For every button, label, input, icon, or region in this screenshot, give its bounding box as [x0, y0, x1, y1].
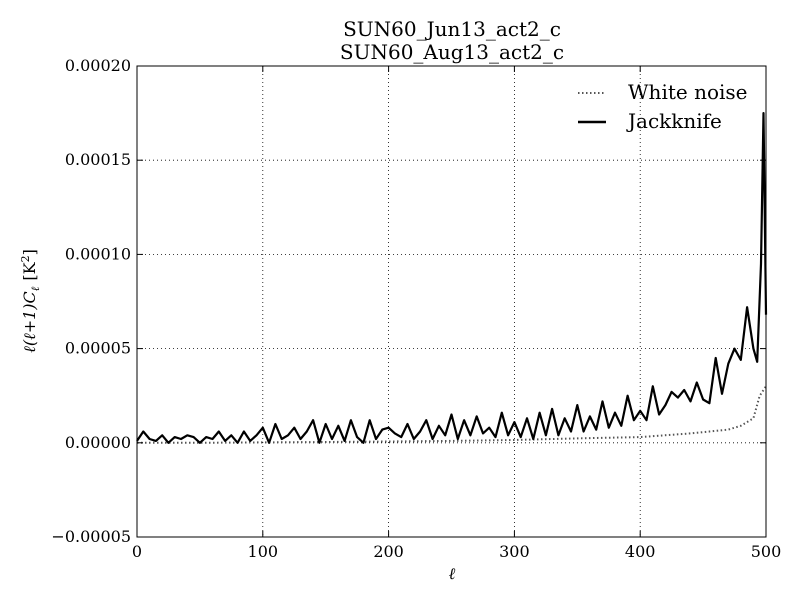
y-tick-label: 0.00020 — [65, 56, 131, 75]
x-tick-label: 400 — [625, 542, 656, 561]
x-tick-label: 0 — [132, 542, 142, 561]
y-axis-label-subscript: ℓ — [29, 286, 42, 291]
legend-label-white-noise: White noise — [628, 80, 747, 104]
y-tick-label: 0.00010 — [65, 244, 131, 263]
y-tick-label: −0.00005 — [51, 527, 131, 546]
series-line-white-noise — [137, 385, 767, 444]
legend: White noise Jackknife — [578, 80, 747, 133]
y-tick-label: 0.00000 — [65, 433, 131, 452]
y-tick-label: 0.00015 — [65, 150, 131, 169]
x-axis-label: ℓ — [449, 564, 456, 583]
y-axis-label-unit-end: ] — [20, 249, 39, 255]
x-tick-label: 500 — [751, 542, 782, 561]
chart-title: SUN60_Jun13_act2_c — [343, 17, 561, 41]
y-axis-label-unit: [K — [20, 261, 39, 280]
chart-subtitle: SUN60_Aug13_act2_c — [340, 40, 564, 64]
y-tick-label: 0.00005 — [65, 339, 131, 358]
x-tick-label: 100 — [248, 542, 279, 561]
y-axis-label: ℓ(ℓ+1)Cℓ [K2] — [19, 249, 42, 353]
x-tick-label: 300 — [499, 542, 530, 561]
grid — [137, 66, 766, 537]
legend-label-jackknife: Jackknife — [626, 109, 722, 133]
x-tick-label: 200 — [373, 542, 404, 561]
plot-frame — [136, 65, 767, 538]
series-layer — [136, 111, 768, 444]
y-axis-label-unit-superscript: 2 — [19, 255, 32, 262]
ticks: 0 100 200 300 400 500 −0.00005 0.00000 0.00005 0.… — [51, 56, 781, 561]
y-axis-label-main: ℓ(ℓ+1)C — [20, 291, 39, 353]
series-line-jackknife — [136, 111, 768, 444]
